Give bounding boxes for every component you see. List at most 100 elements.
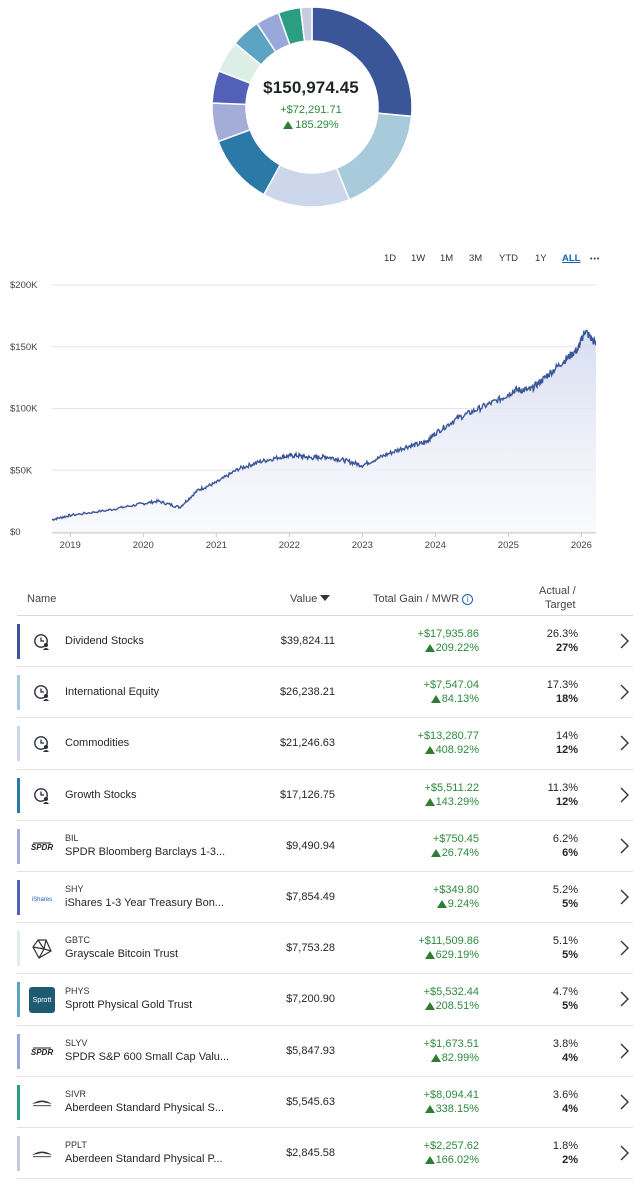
holding-target: 5% [562, 949, 578, 962]
chevron-right-icon[interactable] [619, 837, 631, 855]
chevron-right-icon[interactable] [619, 939, 631, 957]
holding-name[interactable]: Aberdeen Standard Physical S... [65, 1101, 224, 1114]
donut-slice-pplt[interactable] [299, 6, 313, 43]
holding-target: 12% [555, 795, 578, 808]
allocation-donut: $150,974.45 +$72,291.71 185.29% [186, 0, 426, 218]
holding-gain: +$1,673.51 [423, 1037, 479, 1050]
y-tick-label: $150K [10, 342, 38, 353]
group-icon [29, 629, 55, 655]
range-tab-1m[interactable]: 1M [440, 253, 454, 264]
up-triangle-icon [424, 1002, 435, 1011]
holding-ticker: SLYV [65, 1037, 88, 1048]
more-options-icon[interactable]: ••• [590, 256, 601, 263]
chevron-right-icon[interactable] [619, 1042, 631, 1060]
table-body: Dividend Stocks $39,824.11 +$17,935.86 209.… [17, 616, 633, 1180]
row-color-bar [17, 828, 20, 864]
table-row[interactable]: SPDR BIL SPDR Bloomberg Barclays 1-3... $9,… [17, 821, 633, 872]
holding-value: $5,545.63 [286, 1095, 335, 1108]
x-tick-label: 2021 [206, 540, 227, 551]
holding-value: $9,490.94 [286, 839, 335, 852]
col-gain-header[interactable]: Total Gain / MWR i [373, 593, 474, 605]
col-value-label: Value [290, 593, 318, 605]
table-row[interactable]: Dividend Stocks $39,824.11 +$17,935.86 209.… [17, 616, 633, 668]
col-name-header[interactable]: Name [27, 593, 57, 605]
holding-gain: +$5,532.44 [423, 986, 479, 999]
chevron-right-icon[interactable] [619, 990, 631, 1008]
holding-value: $7,200.90 [286, 993, 335, 1006]
performance-chart-svg: $200K $150K $100K $50K $0 2019 2020 2021 2022 202… [10, 280, 597, 551]
up-triangle-icon [430, 848, 441, 857]
table-row[interactable]: GBTC Grayscale Bitcoin Trust $7,753.28 +$11… [17, 923, 633, 975]
range-tab-1w[interactable]: 1W [411, 253, 426, 264]
range-tab-all[interactable]: ALL [562, 253, 581, 264]
holding-target: 4% [562, 1102, 578, 1115]
sort-desc-icon [320, 595, 331, 601]
holding-actual: 14% [555, 730, 578, 743]
donut-hole [247, 42, 377, 172]
col-actual-header[interactable]: Actual / [539, 585, 576, 597]
table-row[interactable]: Sprott PHYS Sprott Physical Gold Trust $7,2… [17, 974, 633, 1026]
info-icon[interactable]: i [462, 594, 474, 605]
holding-name[interactable]: Aberdeen Standard Physical P... [65, 1152, 223, 1165]
table-row[interactable]: Commodities $21,246.63 +$13,280.77 408.92% 1… [17, 718, 633, 770]
holding-gain: +$17,935.86 [417, 628, 479, 640]
y-tick-label: $50K [10, 465, 33, 476]
col-gain-label: Total Gain / MWR [373, 593, 460, 605]
grayscale-logo-icon [29, 936, 55, 962]
holding-name[interactable]: iShares 1-3 Year Treasury Bon... [65, 896, 224, 909]
range-tab-1y[interactable]: 1Y [535, 253, 547, 264]
donut-center: $150,974.45 +$72,291.71 185.29% [246, 78, 376, 131]
range-tab-3m[interactable]: 3M [469, 253, 483, 264]
holding-actual: 4.7% [552, 986, 578, 999]
up-triangle-icon [424, 951, 435, 960]
holding-name[interactable]: Growth Stocks [65, 788, 137, 801]
col-value-header[interactable]: Value [290, 593, 331, 605]
range-tab-ytd[interactable]: YTD [499, 253, 518, 264]
holding-name[interactable]: Dividend Stocks [65, 635, 144, 647]
holding-name[interactable]: Grayscale Bitcoin Trust [65, 948, 179, 961]
holding-actual: 6.2% [552, 832, 578, 845]
table-row[interactable]: SIVR Aberdeen Standard Physical S... $5,54… [17, 1077, 633, 1128]
chevron-right-icon[interactable] [619, 734, 631, 752]
series-line[interactable] [51, 329, 597, 522]
range-tab-1d[interactable]: 1D [384, 253, 397, 264]
holding-gain: +$5,511.22 [424, 781, 479, 794]
x-tick-label: 2026 [571, 540, 592, 551]
aberdeen-logo-icon [29, 1141, 55, 1167]
x-tick-label: 2024 [425, 540, 446, 551]
holding-value: $5,847.93 [286, 1044, 335, 1057]
table-row[interactable]: iShares SHY iShares 1-3 Year Treasury Bon.… [17, 872, 633, 924]
x-tick-label: 2020 [133, 540, 154, 551]
portfolio-gain-pct-value: 185.29% [295, 119, 339, 131]
svg-text:iShares: iShares [32, 897, 52, 903]
holding-gain-pct-value: 166.02% [435, 1153, 479, 1166]
chevron-right-icon[interactable] [619, 786, 631, 804]
svg-text:SPDR: SPDR [31, 1048, 53, 1057]
chevron-right-icon[interactable] [619, 683, 631, 701]
holding-gain-pct: 26.74% [430, 847, 479, 859]
table-row[interactable]: Growth Stocks $17,126.75 +$5,511.22 143.29%… [17, 770, 633, 821]
holding-name[interactable]: SPDR S&P 600 Small Cap Valu... [65, 1050, 230, 1063]
table-row[interactable]: PPLT Aberdeen Standard Physical P... $2,84… [17, 1128, 633, 1180]
table-row[interactable]: International Equity $26,238.21 +$7,547.04… [17, 667, 633, 719]
table-row[interactable]: SPDR SLYV SPDR S&P 600 Small Cap Valu... $5… [17, 1026, 633, 1077]
col-target-header[interactable]: Target [545, 599, 576, 611]
chevron-right-icon[interactable] [619, 1093, 631, 1111]
holding-value: $17,126.75 [279, 788, 335, 801]
holding-gain-pct-value: 209.22% [435, 642, 479, 654]
holding-name[interactable]: Sprott Physical Gold Trust [65, 999, 193, 1012]
ishares-logo-icon: iShares [29, 885, 55, 911]
holding-target: 5% [562, 897, 578, 910]
holding-gain: +$7,547.04 [423, 679, 479, 692]
holding-name[interactable]: Commodities [65, 737, 130, 750]
holding-target: 27% [555, 642, 578, 654]
holding-name[interactable]: International Equity [65, 686, 160, 699]
x-tick-label: 2019 [60, 540, 81, 551]
chevron-right-icon[interactable] [619, 888, 631, 906]
holding-gain-pct-value: 9.24% [447, 897, 479, 910]
holding-actual: 3.6% [552, 1088, 578, 1101]
chevron-right-icon[interactable] [619, 632, 631, 650]
holding-gain: +$750.45 [432, 832, 479, 845]
holding-name[interactable]: SPDR Bloomberg Barclays 1-3... [65, 845, 226, 858]
chevron-right-icon[interactable] [619, 1144, 631, 1162]
